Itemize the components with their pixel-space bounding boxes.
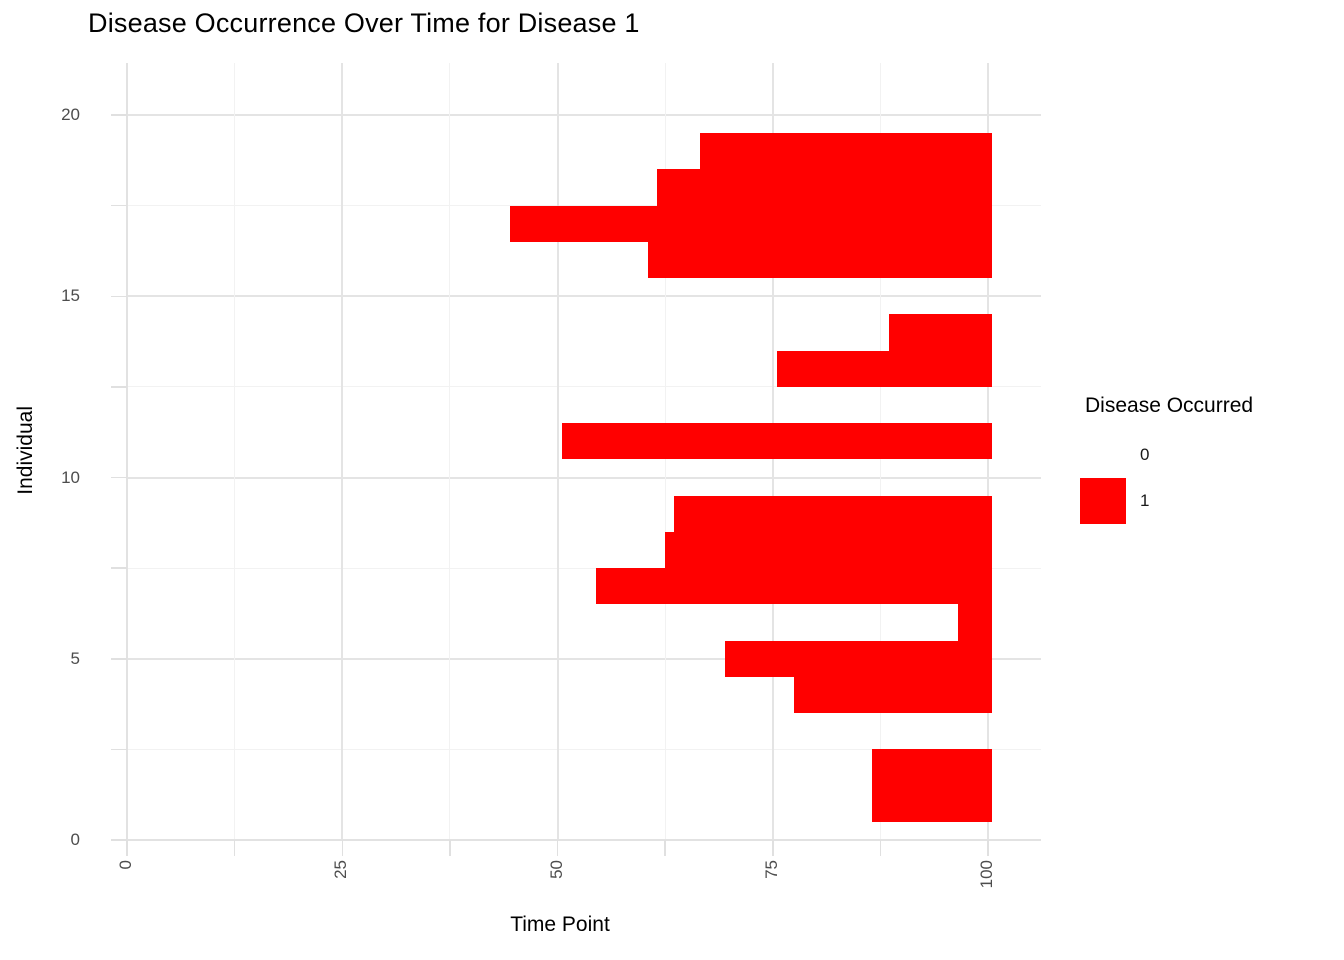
disease-bar-individual-19: [699, 133, 993, 170]
y-tick: [111, 567, 127, 569]
y-tick-label: 15: [61, 286, 80, 306]
legend-item-label: 0: [1140, 445, 1150, 464]
x-tick: [987, 840, 989, 856]
disease-bar-individual-2: [871, 749, 993, 786]
legend-key-1: [1080, 478, 1126, 524]
x-tick-label: 75: [761, 860, 781, 879]
y-major-gridline: [127, 295, 1041, 298]
x-tick-label: 25: [331, 860, 351, 879]
chart-title: Disease Occurrence Over Time for Disease…: [88, 8, 640, 38]
legend-item-0: 0: [1080, 432, 1340, 478]
y-tick: [111, 114, 127, 116]
y-tick: [111, 204, 127, 207]
y-tick: [111, 839, 127, 841]
y-tick-label: 20: [61, 105, 80, 124]
legend-key-0: [1080, 432, 1126, 478]
y-tick: [111, 295, 127, 297]
y-tick: [111, 748, 127, 751]
legend-item-1: 1: [1080, 478, 1340, 524]
y-minor-gridline: [127, 386, 1041, 388]
x-tick: [772, 840, 774, 856]
x-tick-label: 50: [546, 860, 566, 879]
x-tick: [449, 840, 451, 856]
y-minor-gridline: [127, 748, 1041, 750]
legend-title: Disease Occurred: [1085, 394, 1254, 417]
y-axis-line: [126, 63, 128, 840]
y-tick: [111, 476, 127, 479]
disease-bar-individual-6: [957, 604, 993, 641]
disease-bar-individual-14: [888, 314, 993, 351]
x-tick: [664, 840, 666, 856]
x-tick-label: 100: [977, 860, 996, 889]
legend-item-label: 1: [1140, 491, 1150, 510]
x-major-gridline: [341, 63, 344, 840]
disease-bar-individual-16: [647, 241, 993, 279]
x-minor-gridline: [234, 63, 236, 840]
x-minor-gridline: [449, 63, 451, 840]
x-axis-title: Time Point: [510, 913, 610, 936]
y-axis-title: Individual: [14, 406, 37, 495]
disease-bar-individual-18: [656, 169, 993, 206]
y-major-gridline: [127, 657, 1041, 660]
y-tick-label: 0: [70, 830, 80, 849]
disease-bar-individual-17: [510, 205, 993, 242]
disease-bar-individual-5: [725, 640, 993, 677]
x-axis-line: [127, 839, 1041, 841]
disease-bar-individual-4: [794, 676, 993, 714]
disease-bar-individual-13: [777, 350, 993, 387]
y-tick-label: 10: [61, 467, 80, 487]
disease-bar-individual-9: [673, 495, 993, 532]
x-tick: [556, 840, 559, 856]
y-tick: [111, 386, 127, 388]
y-major-gridline: [127, 114, 1041, 116]
y-major-gridline: [127, 476, 1041, 479]
x-tick: [126, 840, 128, 856]
disease-bar-individual-8: [665, 531, 993, 569]
x-major-gridline: [556, 63, 559, 840]
x-tick: [233, 840, 236, 856]
disease-bar-individual-7: [596, 568, 993, 605]
y-minor-gridline: [127, 567, 1041, 569]
x-tick: [879, 840, 882, 856]
x-tick-label: 0: [116, 860, 135, 870]
disease-bar-individual-1: [871, 785, 993, 822]
x-tick: [341, 840, 343, 856]
disease-bar-individual-11: [561, 423, 993, 460]
y-tick-label: 5: [70, 648, 80, 668]
y-tick: [111, 658, 127, 660]
